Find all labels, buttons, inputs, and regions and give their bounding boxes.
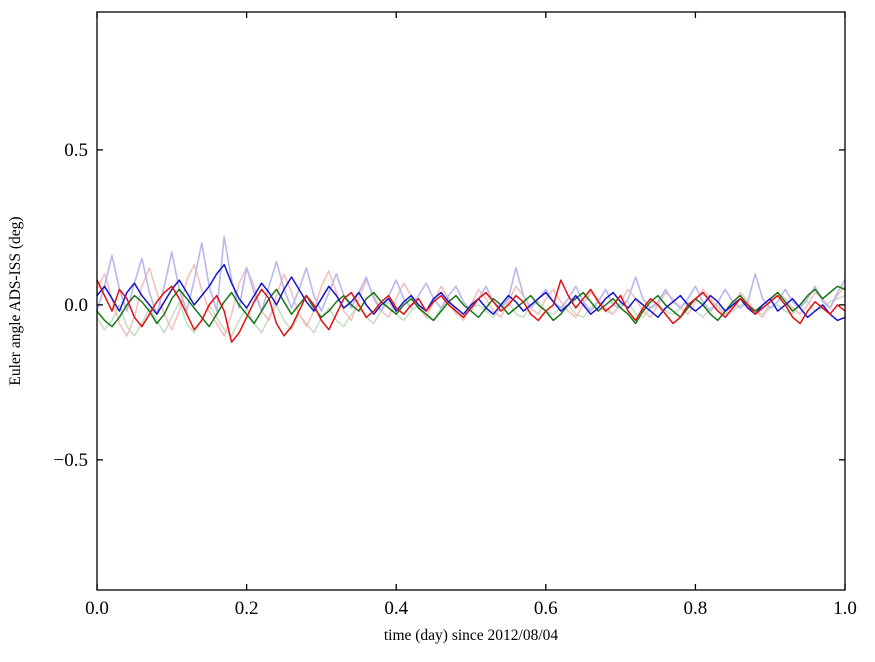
y-tick-label: 0.0 bbox=[64, 295, 88, 316]
series-line-blue-filtered bbox=[96, 263, 846, 322]
tick-labels-group: 0.0 0.2 0.4 0.6 0.8 1.0 −0.5 0.0 0.5 bbox=[54, 140, 857, 619]
series-group bbox=[96, 235, 846, 343]
series-line-red-filtered bbox=[96, 279, 846, 343]
y-tick-label: −0.5 bbox=[54, 450, 88, 471]
ticks-group bbox=[96, 12, 846, 590]
y-axis-label: Euler angle ADS-ISS (deg) bbox=[7, 216, 24, 385]
x-tick-label: 0.6 bbox=[534, 598, 558, 619]
x-tick-label: 0.4 bbox=[384, 598, 408, 619]
x-tick-label: 0.8 bbox=[684, 598, 708, 619]
plot-frame bbox=[96, 11, 846, 591]
y-tick-label: 0.5 bbox=[64, 140, 88, 161]
x-tick-label: 1.0 bbox=[833, 598, 857, 619]
x-tick-label: 0.2 bbox=[235, 598, 259, 619]
x-tick-label: 0.0 bbox=[85, 598, 109, 619]
x-axis-label: time (day) since 2012/08/04 bbox=[384, 627, 559, 644]
